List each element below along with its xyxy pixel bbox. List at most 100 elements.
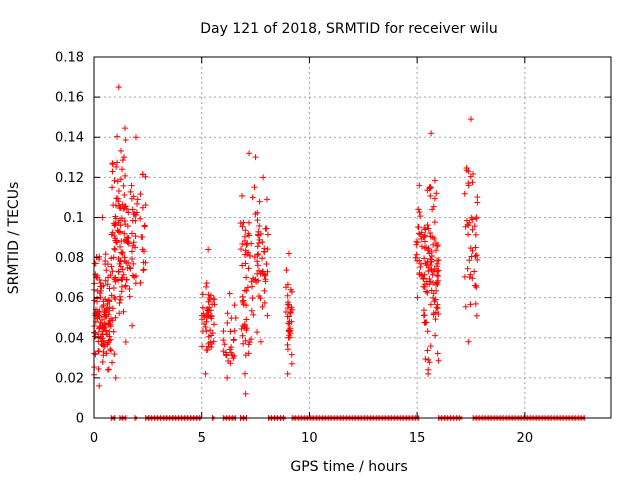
data-point (254, 217, 261, 224)
data-point (95, 325, 102, 332)
data-point (122, 282, 129, 289)
data-point (110, 202, 117, 209)
data-point (263, 225, 270, 232)
data-point (123, 276, 130, 283)
data-point (249, 295, 256, 302)
data-point (115, 268, 122, 275)
data-point (243, 274, 250, 281)
data-point (91, 260, 98, 267)
data-point (116, 299, 123, 306)
y-tick-label: 0.14 (55, 131, 84, 146)
data-point (473, 312, 480, 319)
data-point (120, 308, 127, 315)
data-point (198, 312, 205, 319)
data-point (470, 171, 477, 178)
data-point (427, 301, 434, 308)
data-point (249, 194, 256, 201)
data-point (465, 231, 472, 238)
data-point (121, 154, 128, 161)
data-point (102, 296, 109, 303)
data-point (224, 374, 231, 381)
data-point (427, 192, 434, 199)
data-point (109, 359, 116, 366)
data-point (259, 255, 266, 262)
data-point (130, 260, 137, 267)
data-point (435, 277, 442, 284)
data-point (132, 244, 139, 251)
data-point (424, 246, 431, 253)
data-point (95, 348, 102, 355)
data-point (241, 233, 248, 240)
data-point (468, 214, 475, 221)
data-point (107, 321, 114, 328)
data-point (122, 136, 129, 143)
data-point (426, 250, 433, 257)
data-point (288, 304, 295, 311)
data-point (228, 315, 235, 322)
data-point (246, 339, 253, 346)
data-point (115, 84, 122, 91)
data-point (104, 300, 111, 307)
data-point (104, 331, 111, 338)
y-tick-label: 0.08 (55, 251, 84, 266)
data-point (473, 215, 480, 222)
data-point (113, 163, 120, 170)
data-point (242, 337, 249, 344)
data-point (117, 258, 124, 265)
data-point (127, 188, 134, 195)
data-point (112, 276, 119, 283)
data-point (104, 366, 111, 373)
data-point (131, 273, 138, 280)
data-point (461, 190, 468, 197)
data-point (416, 209, 423, 216)
data-point (110, 328, 117, 335)
data-point (245, 219, 252, 226)
data-point (119, 249, 126, 256)
data-point (220, 328, 227, 335)
data-point (117, 296, 124, 303)
data-point (111, 275, 118, 282)
data-point (108, 263, 115, 270)
y-tick-label: 0.04 (55, 331, 84, 346)
data-point (117, 147, 124, 154)
data-point (133, 134, 140, 141)
data-point (431, 235, 438, 242)
data-point (100, 302, 107, 309)
data-point (285, 299, 292, 306)
data-point (114, 159, 121, 166)
data-point (244, 240, 251, 247)
data-point (140, 266, 147, 273)
data-point (122, 125, 129, 132)
data-point (129, 206, 136, 213)
data-point (132, 233, 139, 240)
data-point (103, 350, 110, 357)
data-point (433, 257, 440, 264)
data-point (433, 263, 440, 270)
data-point (243, 251, 250, 258)
data-point (425, 268, 432, 275)
data-point (99, 323, 106, 330)
data-point (230, 337, 237, 344)
data-point (259, 303, 266, 310)
data-point (432, 332, 439, 339)
data-point (466, 257, 473, 264)
data-point (220, 348, 227, 355)
data-point (129, 230, 136, 237)
data-point (199, 328, 206, 335)
data-point (243, 316, 250, 323)
data-point (284, 313, 291, 320)
data-point (465, 182, 472, 189)
data-point (245, 230, 252, 237)
data-point (92, 329, 99, 336)
chart-title: Day 121 of 2018, SRMTID for receiver wil… (200, 21, 498, 37)
data-point (112, 246, 119, 253)
data-point (124, 238, 131, 245)
data-point (202, 370, 209, 377)
data-point (421, 238, 428, 245)
data-point (261, 245, 268, 252)
data-point (423, 262, 430, 269)
data-point (256, 236, 263, 243)
data-point (242, 227, 249, 234)
data-point (109, 317, 116, 324)
data-point (416, 230, 423, 237)
